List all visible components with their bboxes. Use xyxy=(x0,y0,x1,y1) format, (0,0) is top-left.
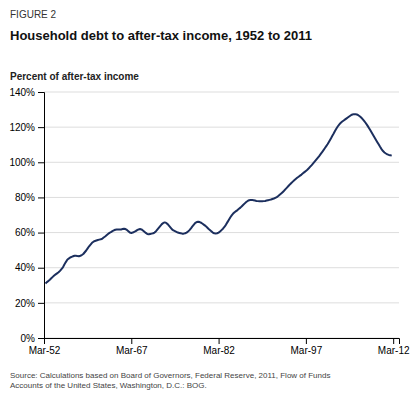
tick-mark xyxy=(306,338,307,344)
tick-mark xyxy=(393,338,394,344)
tick-label: 40% xyxy=(15,262,35,273)
tick-mark xyxy=(38,268,44,269)
plot-area: 0%20%40%60%80%100%120%140%Mar-52Mar-67Ma… xyxy=(9,87,410,356)
tick: 120% xyxy=(9,122,44,133)
tick-mark xyxy=(219,338,220,344)
tick-label: Mar-82 xyxy=(203,345,235,356)
tick-mark xyxy=(38,92,44,93)
grid-line xyxy=(44,302,399,303)
tick-label: 80% xyxy=(15,192,35,203)
line xyxy=(45,114,391,283)
source: Source: Calculations based on Board of G… xyxy=(10,371,330,390)
tick: 140% xyxy=(9,87,44,98)
tick-label: 0% xyxy=(21,333,36,344)
tick-label: Mar-67 xyxy=(116,345,148,356)
y-axis-label: Percent of after-tax income xyxy=(10,71,139,82)
tick: 60% xyxy=(15,227,44,238)
tick: 20% xyxy=(15,298,44,309)
grid-line xyxy=(44,232,399,233)
tick: 0% xyxy=(21,333,44,344)
tick-label: 20% xyxy=(15,298,35,309)
grid-line xyxy=(44,197,399,198)
series xyxy=(45,114,391,283)
tick-mark xyxy=(38,197,44,198)
source-line: Source: Calculations based on Board of G… xyxy=(10,371,330,380)
tick-label: Mar-52 xyxy=(29,345,61,356)
tick: Mar-52 xyxy=(29,338,61,356)
tick: Mar-82 xyxy=(203,338,235,356)
tick-label: Mar-12 xyxy=(378,345,410,356)
tick-mark xyxy=(38,338,44,339)
tick-mark xyxy=(38,127,44,128)
tick-label: 120% xyxy=(9,122,35,133)
axis-domain xyxy=(38,93,45,339)
tick-mark xyxy=(44,338,45,344)
chart: FIGURE 2 Household debt to after-tax inco… xyxy=(0,0,417,398)
figure-label: FIGURE 2 xyxy=(10,9,57,20)
grid-line xyxy=(44,162,399,163)
tick-label: 140% xyxy=(9,87,35,98)
tick: 100% xyxy=(9,157,44,168)
grid-line xyxy=(44,92,399,93)
y-axis: 0% 20% 40% 60% 80% 100% 120% 140% xyxy=(9,87,44,344)
grid xyxy=(44,92,399,338)
tick-mark xyxy=(131,338,132,344)
tick: Mar-12 xyxy=(378,338,410,356)
tick-label: 100% xyxy=(9,157,35,168)
tick: Mar-97 xyxy=(291,338,323,356)
tick-label: 60% xyxy=(15,227,35,238)
grid-line xyxy=(44,267,399,268)
tick: 40% xyxy=(15,262,44,273)
axis-domain xyxy=(45,339,400,345)
grid-line xyxy=(44,127,399,128)
title: Household debt to after-tax income, 1952… xyxy=(10,28,312,43)
tick-label: Mar-97 xyxy=(291,345,323,356)
x-axis: Mar-52 Mar-67 Mar-82 Mar-97 Mar-12 xyxy=(29,338,410,356)
source-line: Accounts of the United States, Washingto… xyxy=(10,381,207,390)
tick: 80% xyxy=(15,192,44,203)
tick-mark xyxy=(38,303,44,304)
tick-mark xyxy=(38,233,44,234)
tick: Mar-67 xyxy=(116,338,148,356)
tick-mark xyxy=(38,162,44,163)
